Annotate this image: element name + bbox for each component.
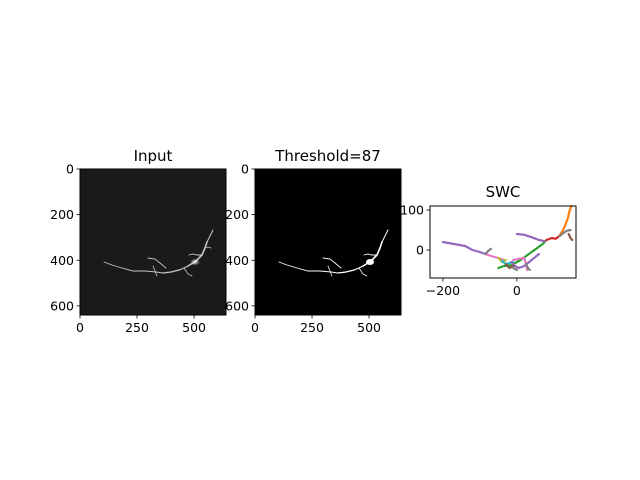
y-tick-label: 400 xyxy=(225,253,249,268)
swc-branch-line xyxy=(512,266,519,272)
y-tick-label: 0 xyxy=(66,162,74,177)
x-tick-label: 500 xyxy=(357,320,381,335)
y-tick-label: 600 xyxy=(225,298,249,313)
swc-branch-line xyxy=(484,247,493,256)
swc-branch-line xyxy=(558,228,572,238)
panel-threshold-ticks: 0 250 500 0 200 400 600 xyxy=(225,162,381,336)
x-tick-label: 250 xyxy=(300,320,324,335)
swc-branch-line xyxy=(515,232,546,243)
x-tick-label: 500 xyxy=(182,320,206,335)
x-tick-label: 250 xyxy=(125,320,149,335)
swc-branch-line xyxy=(441,240,487,256)
x-tick-label: 0 xyxy=(513,283,521,298)
panel-input-axes-frame xyxy=(79,168,227,316)
swc-branch-line xyxy=(545,234,561,242)
panel-input-title: Input xyxy=(134,147,173,165)
panel-threshold-image-background xyxy=(255,169,401,315)
swc-branch-line xyxy=(504,262,515,270)
swc-branch-line xyxy=(558,204,573,238)
panel-swc-axes-frame xyxy=(429,205,577,279)
x-tick-label: 0 xyxy=(251,320,259,335)
panel-threshold-title: Threshold=87 xyxy=(274,147,381,165)
panel-threshold-axes-frame xyxy=(254,168,402,316)
panel-threshold-soma xyxy=(366,259,374,265)
y-tick-label: 0 xyxy=(241,162,249,177)
panel-input-soma xyxy=(190,258,200,266)
panel-input: Input 0 250 500 0 200 400 600 xyxy=(50,147,227,336)
y-tick-label: 200 xyxy=(225,207,249,222)
panel-input-ticks: 0 250 500 0 200 400 600 xyxy=(50,162,206,336)
panel-input-image-background xyxy=(80,169,226,315)
panel-swc-title: SWC xyxy=(486,183,521,201)
panel-swc: SWC −200 0 0 100 xyxy=(400,183,577,299)
panel-threshold: Threshold=87 0 250 500 0 200 400 600 xyxy=(225,147,402,336)
y-tick-label: 200 xyxy=(50,207,74,222)
swc-branch-line xyxy=(567,232,574,242)
panel-swc-ticks: −200 0 0 100 xyxy=(400,203,521,299)
x-tick-label: 0 xyxy=(76,320,84,335)
swc-branch-line xyxy=(524,262,531,272)
y-tick-label: 400 xyxy=(50,253,74,268)
y-tick-label: 0 xyxy=(416,243,424,258)
swc-branch-line xyxy=(510,252,541,270)
panel-swc-plot-area xyxy=(441,204,574,272)
y-tick-label: 100 xyxy=(400,203,424,218)
x-tick-label: −200 xyxy=(426,283,460,298)
y-tick-label: 600 xyxy=(50,298,74,313)
swc-branch-line xyxy=(484,252,505,262)
